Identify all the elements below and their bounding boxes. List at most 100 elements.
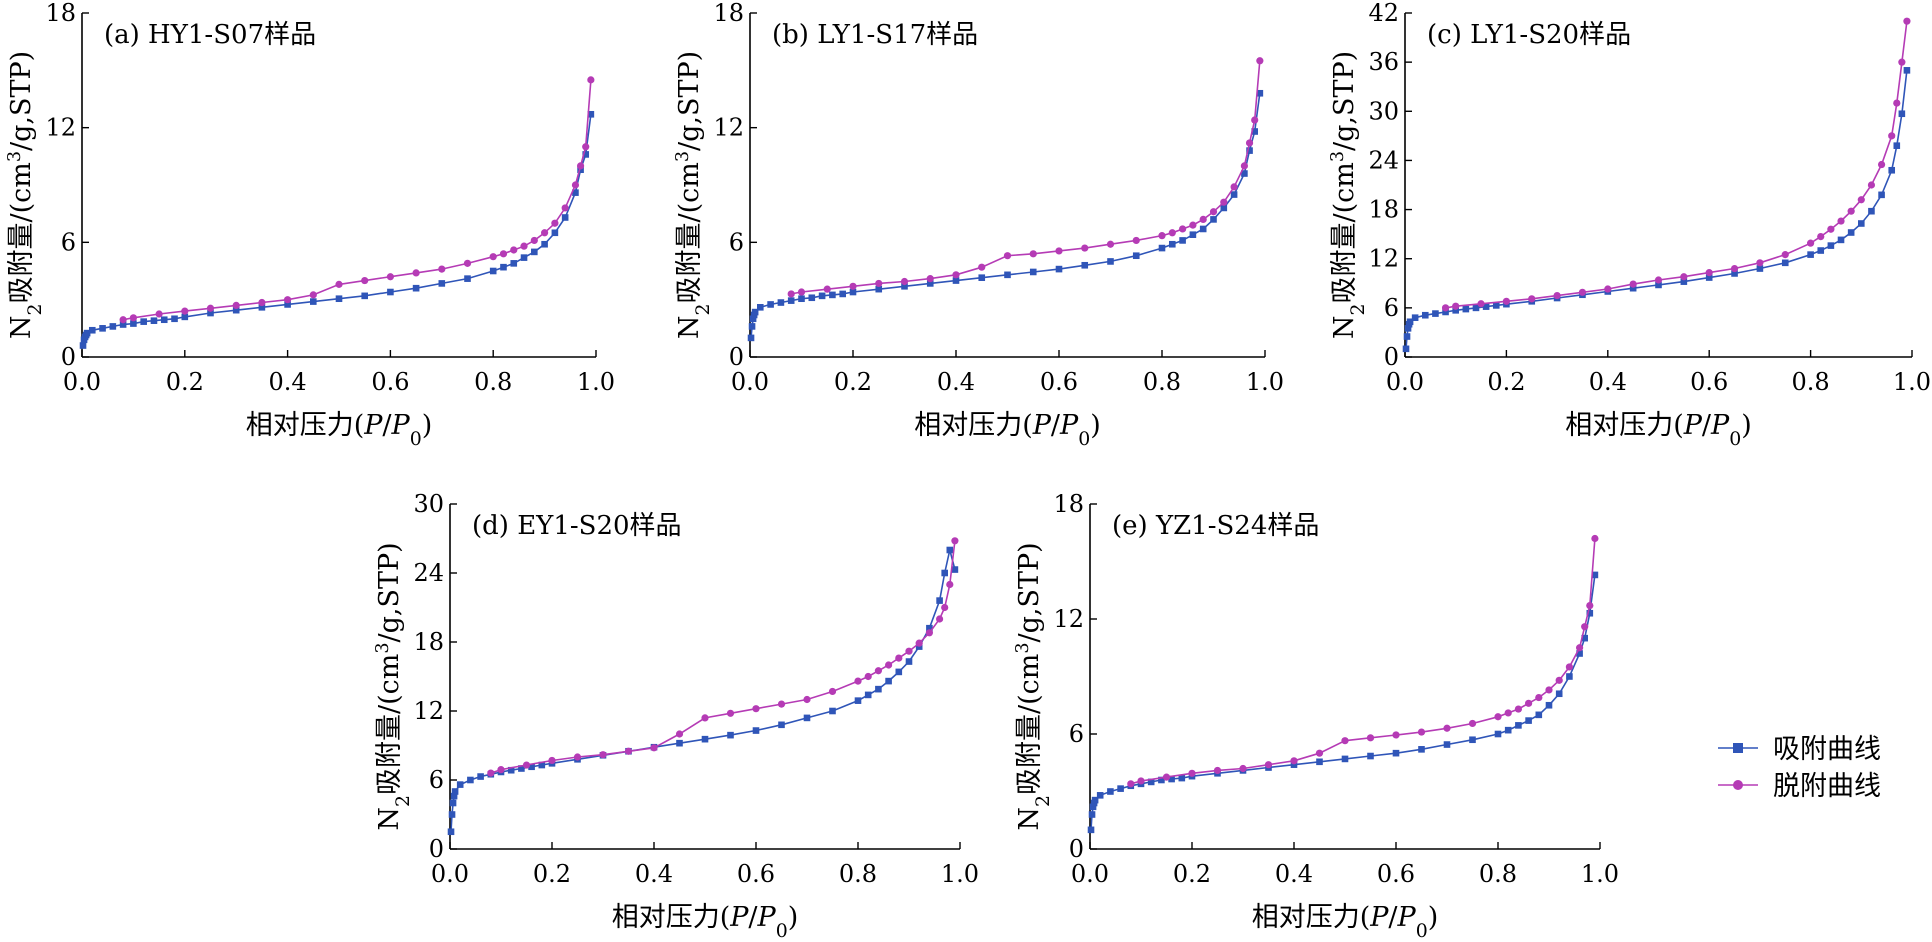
- x-tick-label: 0.6: [1040, 368, 1078, 396]
- desorption-point: [951, 537, 959, 545]
- adsorption-point: [438, 280, 446, 287]
- desorption-point: [1545, 686, 1553, 694]
- desorption-point: [1256, 57, 1264, 65]
- adsorption-point: [1443, 741, 1451, 748]
- desorption-point: [1528, 295, 1536, 303]
- y-tick-label: 12: [413, 697, 444, 725]
- adsorption-point: [1492, 302, 1500, 309]
- y-axis-label: N2吸附量/(cm3/g,STP): [673, 51, 714, 339]
- adsorption-point: [941, 569, 948, 577]
- desorption-point: [1003, 252, 1012, 260]
- adsorption-point: [818, 292, 826, 300]
- adsorption-point: [895, 668, 903, 676]
- desorption-point: [1477, 300, 1485, 308]
- desorption-line: [490, 540, 956, 774]
- adsorption-point: [181, 313, 189, 321]
- adsorption-point: [1404, 325, 1412, 332]
- x-tick-label: 0.6: [1377, 860, 1415, 888]
- adsorption-point: [587, 110, 595, 118]
- adsorption-point: [1858, 220, 1865, 227]
- adsorption-point: [875, 685, 882, 693]
- adsorption-series: [747, 89, 1264, 342]
- adsorption-point: [854, 697, 862, 704]
- adsorption-point: [1178, 774, 1186, 782]
- adsorption-point: [1581, 634, 1588, 642]
- desorption-point: [1756, 259, 1764, 267]
- adsorption-point: [778, 721, 785, 729]
- desorption-point: [900, 277, 909, 286]
- y-tick-label: 0: [1384, 343, 1399, 371]
- x-axis-label: 相对压力(P/P0): [612, 902, 799, 942]
- adsorption-point: [1586, 609, 1594, 617]
- desorption-point: [541, 229, 549, 237]
- desorption-point: [1452, 302, 1460, 310]
- desorption-point: [582, 143, 590, 151]
- desorption-point: [1555, 676, 1563, 684]
- legend-desorption-marker: [1733, 780, 1743, 790]
- x-axis-label: 相对压力(P/P0): [1565, 410, 1752, 450]
- adsorption-point: [1210, 216, 1217, 223]
- desorption-point: [854, 677, 862, 685]
- x-tick-label: 0.4: [937, 368, 975, 396]
- adsorption-point: [1442, 308, 1449, 316]
- adsorption-point: [1482, 303, 1490, 310]
- desorption-point: [489, 253, 497, 261]
- desorption-point: [463, 259, 472, 267]
- adsorption-point: [1807, 251, 1814, 258]
- desorption-point: [1888, 132, 1896, 140]
- adsorption-point: [1088, 811, 1096, 818]
- x-tick-label: 0.4: [635, 860, 673, 888]
- adsorption-point: [1535, 711, 1543, 719]
- adsorption-point: [777, 299, 785, 306]
- desorption-line: [791, 60, 1261, 295]
- x-tick-label: 0.0: [1386, 368, 1424, 396]
- desorption-point: [1188, 769, 1196, 777]
- desorption-point: [1213, 766, 1222, 775]
- desorption-point: [155, 310, 163, 318]
- desorption-point: [1504, 709, 1512, 717]
- y-tick-label: 30: [1368, 97, 1399, 125]
- y-tick-label: 6: [429, 766, 444, 794]
- desorption-point: [1220, 198, 1228, 206]
- y-axis-label: N2吸附量/(cm3/g,STP): [1013, 542, 1054, 830]
- adsorption-point: [1220, 204, 1228, 212]
- adsorption-point: [1781, 259, 1789, 267]
- y-tick-label: 6: [1069, 720, 1084, 748]
- desorption-point: [1417, 728, 1426, 736]
- adsorption-line: [750, 93, 1261, 338]
- adsorption-point: [875, 285, 883, 293]
- desorption-point: [284, 296, 292, 304]
- desorption-point: [1586, 601, 1594, 610]
- adsorption-point: [1432, 310, 1439, 317]
- adsorption-point: [1117, 785, 1124, 792]
- panel-title: (e) YZ1-S24样品: [1112, 511, 1319, 541]
- adsorption-point: [1898, 110, 1906, 118]
- adsorption-point: [1189, 231, 1197, 238]
- adsorption-point: [1179, 237, 1186, 244]
- adsorption-point: [551, 229, 559, 237]
- adsorption-point: [467, 776, 474, 784]
- adsorption-point: [1290, 761, 1298, 768]
- desorption-point: [232, 301, 240, 309]
- adsorption-point: [1705, 274, 1713, 281]
- desorption-point: [1680, 273, 1688, 281]
- panel-a: 0.0 0.2 0.4 0.6 0.8 1.0 0 6 12 18 (a) HY1-S07样品相对压…: [5, 0, 615, 450]
- adsorption-point: [1168, 775, 1175, 783]
- adsorption-point: [767, 301, 774, 308]
- y-tick-label: 0: [729, 343, 744, 371]
- panel-title: (d) EY1-S20样品: [472, 511, 682, 541]
- x-tick-label: 0.4: [1589, 368, 1627, 396]
- desorption-point: [823, 285, 831, 293]
- adsorption-point: [1680, 278, 1688, 285]
- desorption-point: [1209, 208, 1218, 216]
- adsorption-point: [1418, 746, 1425, 753]
- panel-e: 0.0 0.2 0.4 0.6 0.8 1.0 0 6 12 18 (e) YZ1-S24样品相对压…: [1013, 490, 1619, 942]
- adsorption-point: [140, 318, 147, 325]
- desorption-point: [1239, 764, 1247, 773]
- legend-adsorption-marker: [1733, 743, 1743, 753]
- desorption-point: [206, 304, 215, 312]
- desorption-point: [530, 236, 538, 245]
- adsorption-point: [1055, 265, 1063, 273]
- desorption-point: [1578, 288, 1587, 296]
- adsorption-point: [803, 714, 811, 722]
